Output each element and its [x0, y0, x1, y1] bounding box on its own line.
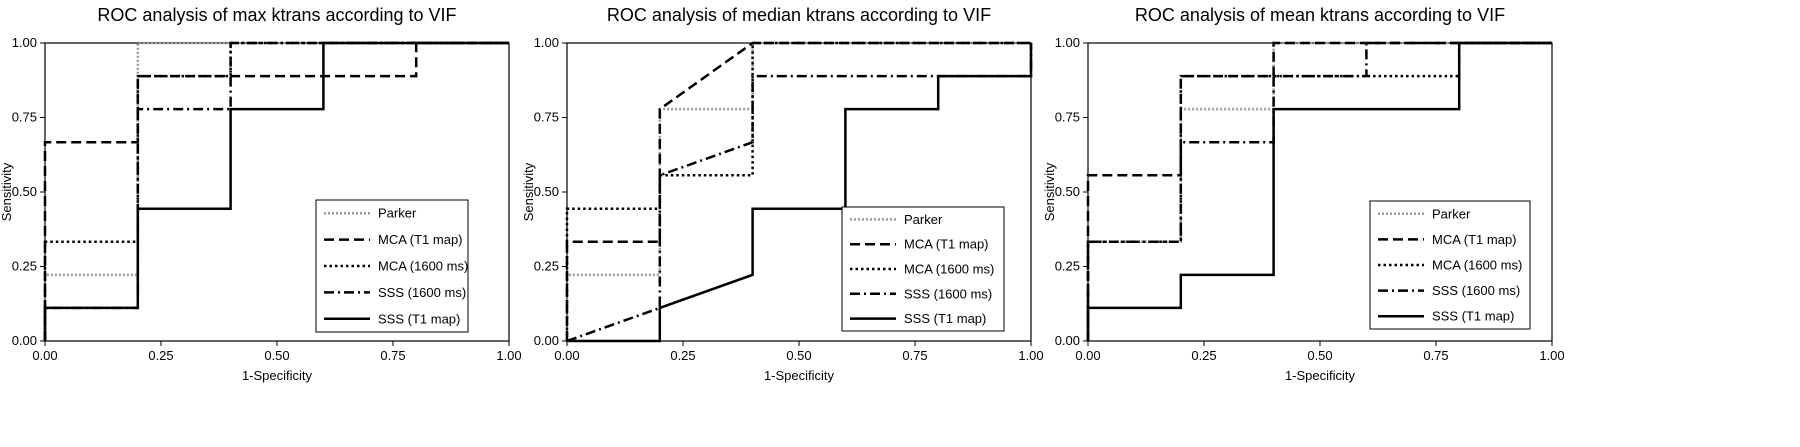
y-axis-label: Sensitivity	[1042, 162, 1057, 221]
roc-panel-3: ROC analysis of mean ktrans according to…	[1042, 5, 1565, 383]
x-tick-label: 0.00	[1075, 348, 1100, 363]
chart-title: ROC analysis of max ktrans according to …	[97, 5, 456, 25]
x-tick-label: 0.50	[264, 348, 289, 363]
legend-label: SSS (1600 ms)	[1432, 283, 1520, 298]
roc-panel-2: ROC analysis of median ktrans according …	[521, 5, 1044, 383]
chart-title: ROC analysis of median ktrans according …	[607, 5, 991, 25]
series-line-sss-t1-map	[1086, 41, 1552, 341]
y-tick-label: 0.25	[12, 259, 37, 274]
y-tick-label: 0.75	[534, 110, 559, 125]
y-tick-label: 0.50	[12, 184, 37, 199]
legend-label: SSS (T1 map)	[904, 311, 986, 326]
y-tick-label: 0.50	[1055, 184, 1080, 199]
legend-label: MCA (T1 map)	[378, 232, 463, 247]
legend: Parker MCA (T1 map) MCA (1600 ms) SSS (1600…	[841, 206, 1005, 332]
x-tick-label: 0.00	[554, 348, 579, 363]
legend-label: SSS (T1 map)	[378, 311, 460, 326]
y-axis-label: Sensitivity	[0, 162, 14, 221]
legend-label: Parker	[904, 212, 943, 227]
y-tick-label: 0.00	[1055, 333, 1080, 348]
series-line-mca-1600-ms	[1086, 41, 1552, 341]
y-tick-label: 0.00	[534, 333, 559, 348]
legend: Parker MCA (T1 map) MCA (1600 ms) SSS (1600…	[1369, 200, 1531, 330]
x-tick-label: 1.00	[496, 348, 521, 363]
y-tick-label: 1.00	[1055, 35, 1080, 50]
x-tick-label: 0.75	[1423, 348, 1448, 363]
y-tick-label: 0.50	[534, 184, 559, 199]
legend-label: MCA (1600 ms)	[378, 259, 468, 274]
x-axis-label: 1-Specificity	[1285, 368, 1356, 383]
y-tick-label: 0.00	[12, 333, 37, 348]
x-tick-label: 0.25	[670, 348, 695, 363]
series-line-sss-t1-map	[43, 41, 509, 341]
legend-label: SSS (1600 ms)	[378, 285, 466, 300]
legend: Parker MCA (T1 map) MCA (1600 ms) SSS (1600…	[315, 199, 469, 333]
y-tick-label: 1.00	[12, 35, 37, 50]
x-tick-label: 0.75	[902, 348, 927, 363]
legend-label: MCA (T1 map)	[904, 237, 989, 252]
x-tick-label: 1.00	[1018, 348, 1043, 363]
series-line-mca-1600-ms	[565, 41, 1031, 341]
y-tick-label: 0.75	[12, 110, 37, 125]
x-tick-label: 0.25	[148, 348, 173, 363]
x-tick-label: 0.25	[1191, 348, 1216, 363]
x-tick-label: 0.00	[32, 348, 57, 363]
chart-title: ROC analysis of mean ktrans according to…	[1135, 5, 1505, 25]
y-tick-label: 0.25	[534, 259, 559, 274]
x-axis-label: 1-Specificity	[242, 368, 313, 383]
x-axis-label: 1-Specificity	[764, 368, 835, 383]
y-tick-label: 1.00	[534, 35, 559, 50]
y-tick-label: 0.75	[1055, 110, 1080, 125]
series-line-mca-t1-map	[1086, 41, 1552, 341]
x-tick-label: 0.50	[1307, 348, 1332, 363]
legend-label: MCA (1600 ms)	[904, 262, 994, 277]
legend-label: MCA (1600 ms)	[1432, 258, 1522, 273]
x-tick-label: 0.75	[380, 348, 405, 363]
y-axis-label: Sensitivity	[521, 162, 536, 221]
series-line-sss-1600-ms	[43, 41, 509, 341]
legend-label: Parker	[1432, 206, 1471, 221]
x-tick-label: 1.00	[1539, 348, 1564, 363]
roc-panel-1: ROC analysis of max ktrans according to …	[0, 5, 522, 383]
legend-label: Parker	[378, 206, 417, 221]
y-tick-label: 0.25	[1055, 259, 1080, 274]
series-line-mca-1600-ms	[43, 41, 509, 341]
legend-label: SSS (1600 ms)	[904, 286, 992, 301]
legend-label: MCA (T1 map)	[1432, 232, 1517, 247]
legend-label: SSS (T1 map)	[1432, 309, 1514, 324]
x-tick-label: 0.50	[786, 348, 811, 363]
